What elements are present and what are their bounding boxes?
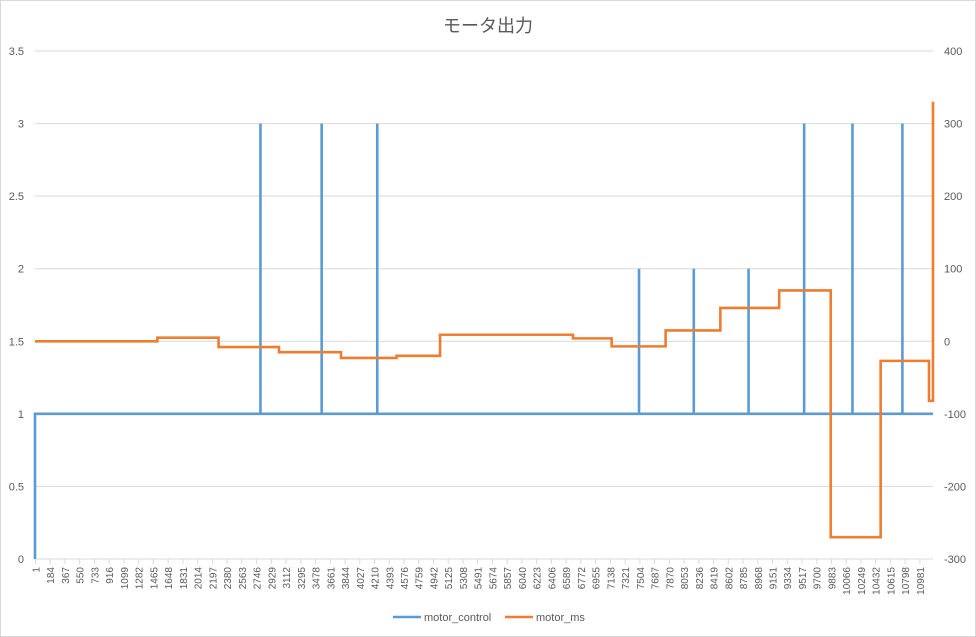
- x-tick-label: 6406: [547, 567, 558, 590]
- x-tick-label: 8419: [710, 567, 721, 590]
- x-tick-label: 7870: [665, 567, 676, 590]
- x-tick-label: 2014: [194, 567, 205, 590]
- x-tick-label: 6589: [562, 567, 573, 590]
- x-tick-label: 7504: [636, 567, 647, 590]
- x-tick-label: 5857: [503, 567, 514, 590]
- y-right-tick-label: 400: [944, 46, 962, 58]
- x-tick-label: 2380: [223, 567, 234, 590]
- x-tick-label: 10249: [857, 567, 868, 595]
- y-left-tick-label: 2: [18, 264, 24, 276]
- x-tick-label: 7138: [606, 567, 617, 590]
- x-tick-label: 8968: [754, 567, 765, 590]
- y-right-tick-label: 200: [944, 191, 962, 203]
- x-tick-label: 733: [90, 567, 101, 584]
- chart-title: モータ出力: [443, 16, 533, 37]
- x-tick-label: 10798: [901, 567, 912, 595]
- x-tick-label: 6223: [533, 567, 544, 590]
- y-axis-right: -300 -200 -100 0 100 200 300 400: [944, 46, 966, 566]
- x-tick-label: 8053: [680, 567, 691, 590]
- x-tick-label: 10615: [886, 567, 897, 595]
- x-tick-label: 2929: [267, 567, 278, 590]
- y-left-tick-label: 1.5: [9, 336, 24, 348]
- x-tick-label: 2746: [253, 567, 264, 590]
- y-left-tick-label: 3: [18, 119, 24, 131]
- x-tick-label: 4759: [415, 567, 426, 590]
- x-tick-label: 367: [61, 567, 72, 584]
- x-tick-label: 10432: [872, 567, 883, 595]
- x-tick-label: 10981: [916, 567, 927, 595]
- x-tick-label: 10066: [842, 567, 853, 595]
- x-tick-label: 4942: [429, 567, 440, 590]
- x-tick-label: 1465: [149, 567, 160, 590]
- x-tick-label: 2197: [208, 567, 219, 590]
- y-left-tick-label: 3.5: [9, 46, 24, 58]
- x-tick-label: 9517: [798, 567, 809, 590]
- x-tick-label: 9151: [769, 567, 780, 590]
- x-tick-label: 1831: [179, 567, 190, 590]
- x-tick-label: 3112: [282, 567, 293, 589]
- x-tick-label: 1: [32, 567, 43, 573]
- x-tick-label: 7321: [621, 567, 632, 590]
- y-right-tick-label: -200: [944, 481, 966, 493]
- x-tick-label: 1282: [135, 567, 146, 590]
- legend-item-motor-control[interactable]: motor_control: [393, 612, 491, 624]
- x-tick-label: 6040: [518, 567, 529, 590]
- x-tick-label: 3478: [312, 567, 323, 590]
- y-axis-left: 0 0.5 1 1.5 2 2.5 3 3.5: [9, 46, 24, 566]
- x-tick-label: 184: [46, 567, 57, 584]
- x-tick-label: 1099: [120, 567, 131, 590]
- x-tick-label: 1648: [164, 567, 175, 590]
- x-tick-label: 550: [76, 567, 87, 584]
- x-tick-label: 3661: [326, 567, 337, 590]
- x-tick-label: 7687: [651, 567, 662, 590]
- x-tick-label: 3844: [341, 567, 352, 590]
- x-tick-label: 2563: [238, 567, 249, 590]
- x-tick-label: 5308: [459, 567, 470, 590]
- x-tick-label: 4393: [385, 567, 396, 590]
- x-tick-label: 9883: [827, 567, 838, 590]
- legend-label: motor_ms: [536, 612, 585, 624]
- x-tick-label: 5674: [488, 567, 499, 590]
- legend-item-motor-ms[interactable]: motor_ms: [505, 612, 585, 624]
- y-right-tick-label: -100: [944, 409, 966, 421]
- x-tick-label: 9334: [783, 567, 794, 590]
- x-tick-label: 6955: [592, 567, 603, 590]
- x-tick-label: 8785: [739, 567, 750, 590]
- x-axis: 1 184 367 550 733 916 1099 1282 1465 1648 1831 2014…: [32, 559, 927, 595]
- y-left-tick-label: 1: [18, 409, 24, 421]
- x-tick-label: 9700: [813, 567, 824, 590]
- x-tick-label: 5125: [444, 567, 455, 590]
- series-motor-ms-line: [35, 101, 935, 539]
- y-left-tick-label: 0: [18, 554, 24, 566]
- gridlines: [35, 50, 933, 560]
- y-left-tick-label: 2.5: [9, 191, 24, 203]
- x-tick-label: 5491: [474, 567, 485, 590]
- y-right-tick-label: 100: [944, 264, 962, 276]
- x-tick-label: 4027: [356, 567, 367, 590]
- x-tick-label: 8236: [695, 567, 706, 590]
- series-motor-control-line: [33, 123, 933, 559]
- x-tick-label: 6772: [577, 567, 588, 590]
- y-right-tick-label: 0: [944, 336, 950, 348]
- y-right-tick-label: -300: [944, 554, 966, 566]
- x-tick-label: 3295: [297, 567, 308, 590]
- y-left-tick-label: 0.5: [9, 481, 24, 493]
- legend-label: motor_control: [424, 612, 491, 624]
- y-right-tick-label: 300: [944, 119, 962, 131]
- x-tick-label: 4210: [371, 567, 382, 590]
- x-tick-label: 8602: [724, 567, 735, 590]
- legend[interactable]: motor_control motor_ms: [393, 612, 585, 624]
- x-tick-label: 4576: [400, 567, 411, 590]
- plot-area: [33, 101, 935, 559]
- x-tick-label: 916: [105, 567, 116, 584]
